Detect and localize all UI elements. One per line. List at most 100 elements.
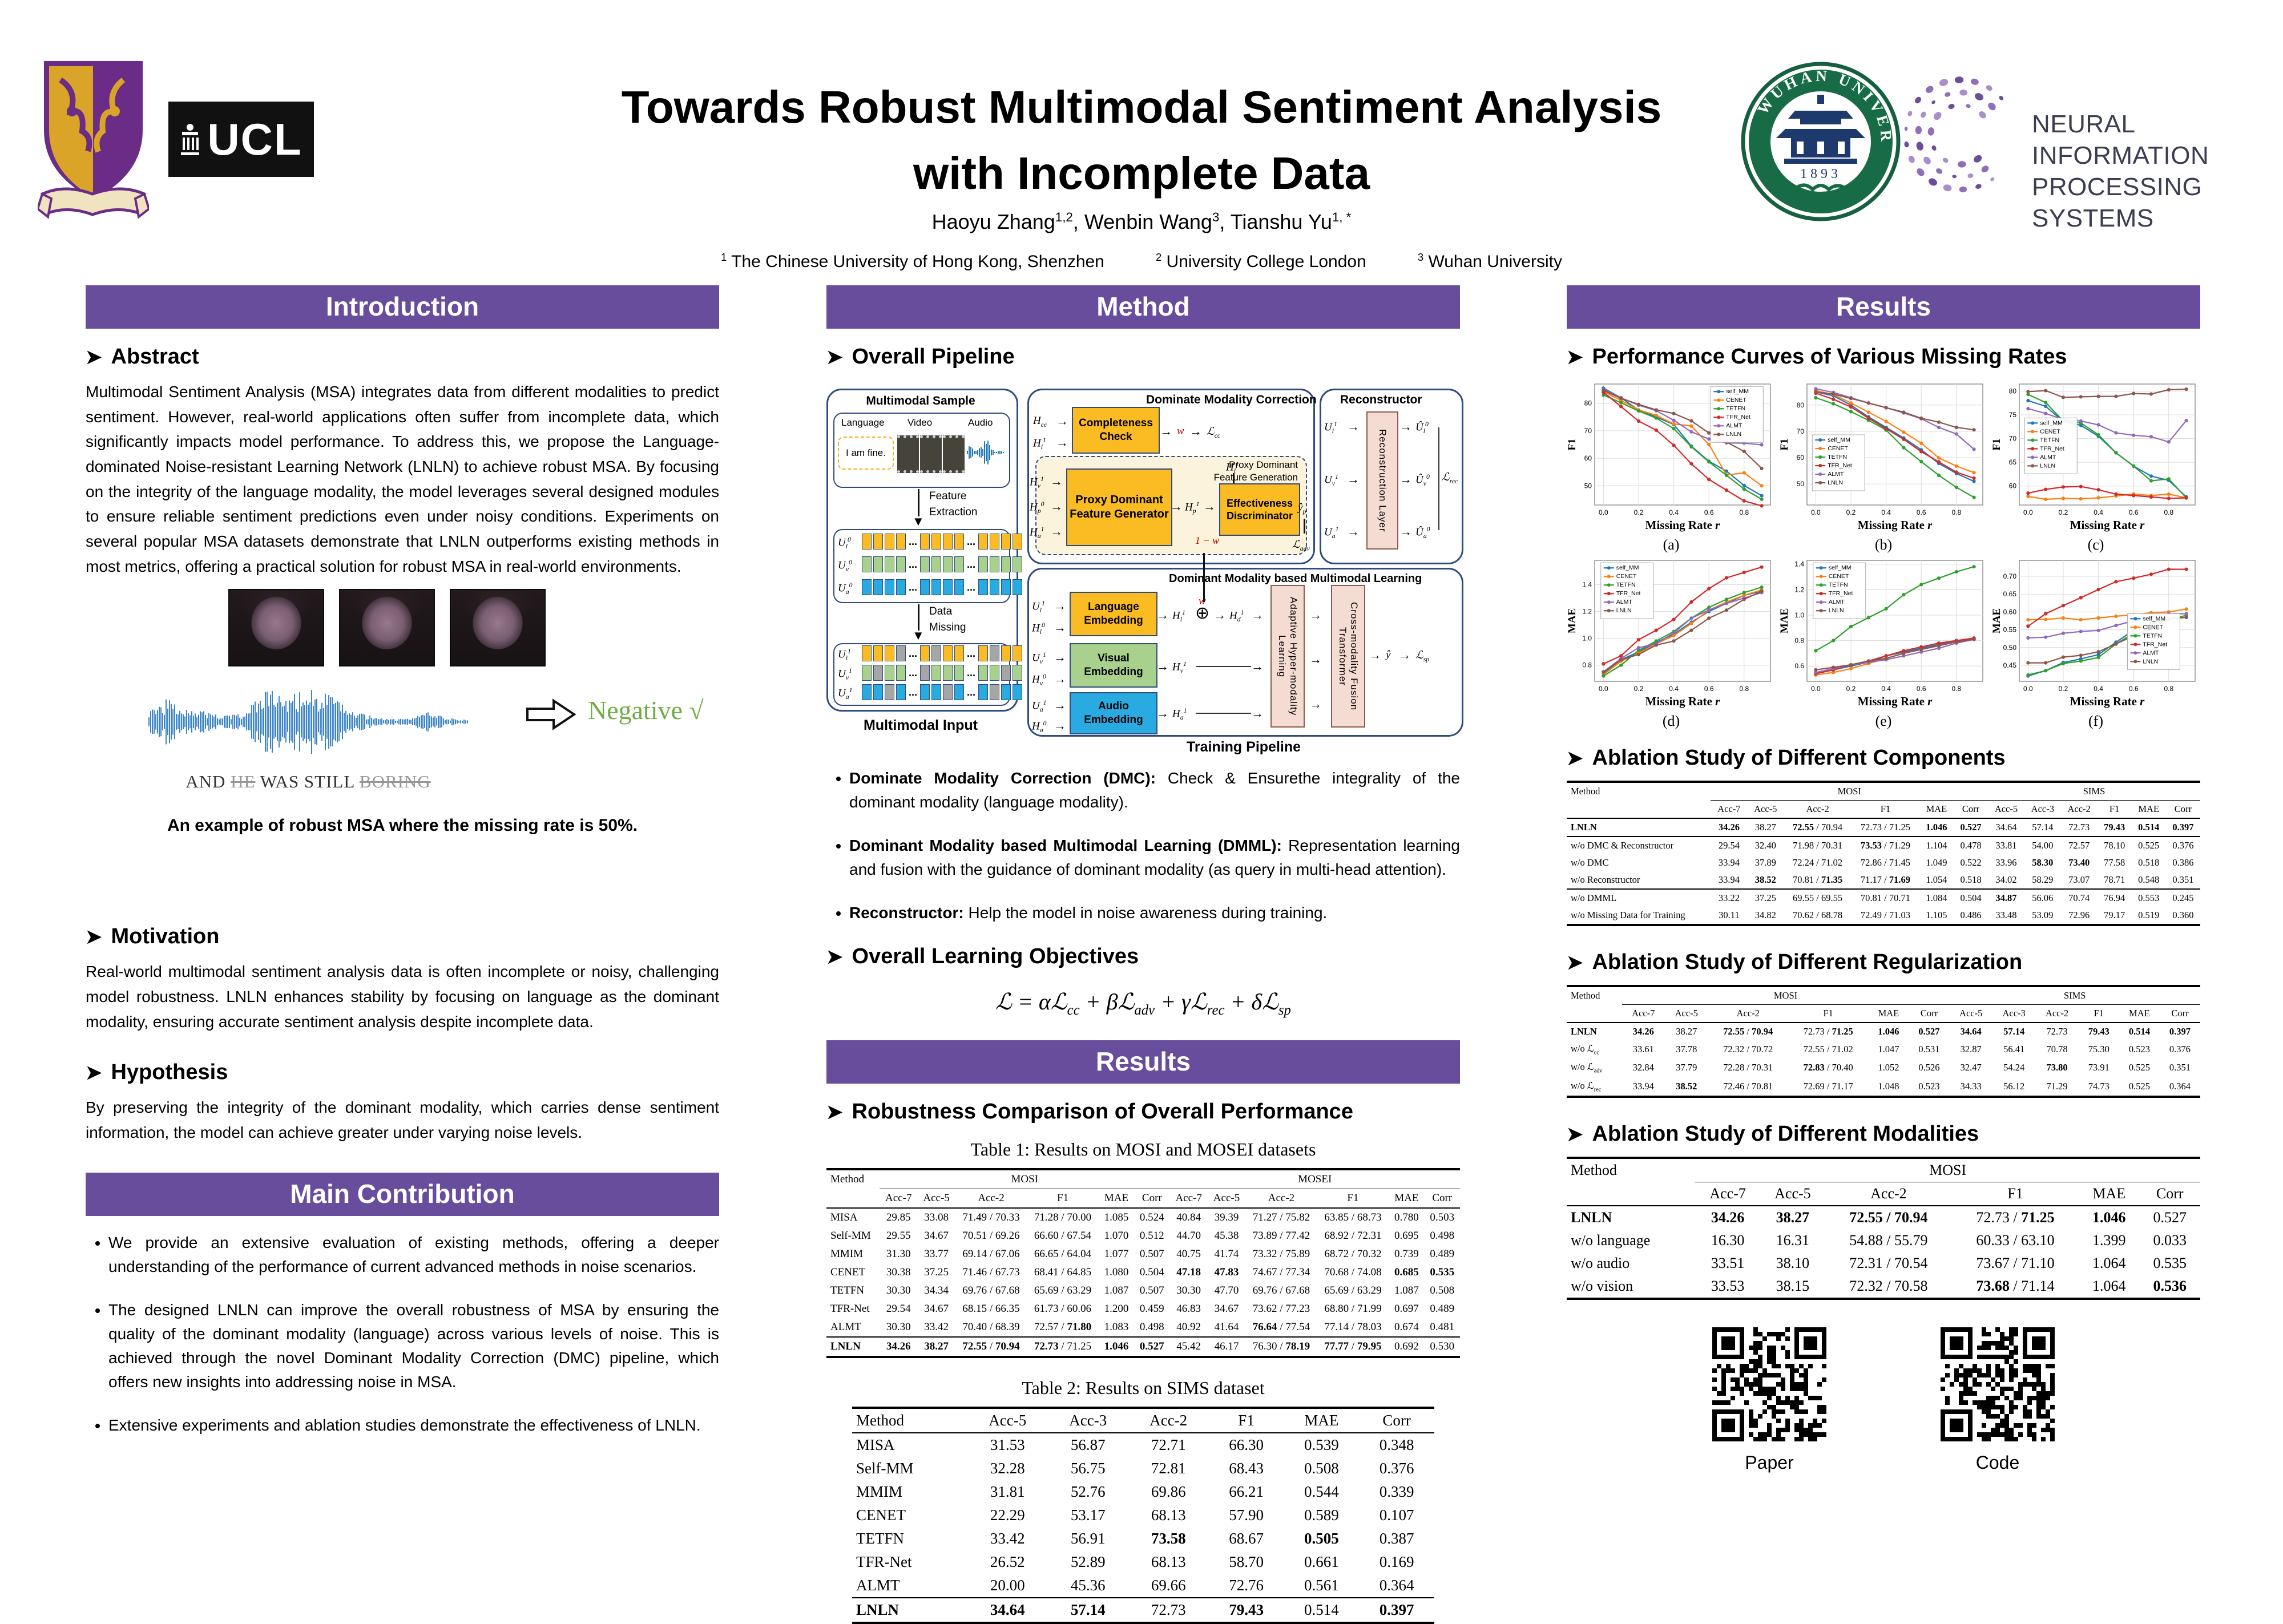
svg-text:self_MM: self_MM — [1726, 388, 1749, 395]
svg-text:0.6: 0.6 — [1917, 685, 1926, 693]
arrow-bullet-icon: ➤ — [86, 346, 102, 368]
ucl-logo: UCL — [168, 102, 314, 177]
reconstructor-title: Reconstructor — [1340, 393, 1422, 406]
noisy-face-image — [339, 589, 435, 667]
svg-text:LNLN: LNLN — [1829, 607, 1844, 614]
table1-title: Table 1: Results on MOSI and MOSEI datas… — [970, 1139, 1316, 1160]
method-bullets: Dominate Modality Correction (DMC): Chec… — [849, 766, 1460, 925]
chart-a: 0.0 0.2 0.4 0.6 0.8 50 60 70 80 F1 Missing Rate r s… — [1566, 379, 1776, 554]
svg-text:Missing Rate r: Missing Rate r — [1858, 518, 1933, 532]
svg-text:0.2: 0.2 — [1634, 508, 1644, 516]
svg-text:0.4: 0.4 — [2094, 508, 2103, 516]
arrow-bullet-icon: ➤ — [826, 946, 843, 968]
mosi-mosei-results-table: Method MOSI MOSEI Acc-7 Acc-5 Acc-2 F1 MAE Corr A… — [826, 1168, 1460, 1358]
introduction-column: Introduction ➤ Abstract Multimodal Sentim… — [86, 285, 719, 1457]
svg-text:60: 60 — [1584, 454, 1592, 462]
contribution-bullet: Extensive experiments and ablation studi… — [108, 1413, 719, 1437]
svg-text:self_MM: self_MM — [1616, 564, 1639, 571]
video-frames — [897, 435, 965, 473]
hypothesis-text: By preserving the integrity of the domin… — [86, 1098, 719, 1142]
contribution-bullet: The designed LNLN can improve the overal… — [108, 1298, 719, 1394]
svg-text:75: 75 — [2009, 411, 2017, 419]
svg-text:Missing Rate r: Missing Rate r — [2070, 694, 2145, 708]
svg-text:0.2: 0.2 — [2059, 685, 2068, 693]
svg-text:0.55: 0.55 — [2003, 626, 2017, 634]
svg-text:0.8: 0.8 — [1582, 661, 1592, 669]
table-row: LNLN 34.26 38.27 72.55 / 70.94 72.73 / 71.25… — [826, 1336, 1460, 1357]
svg-text:70: 70 — [1797, 427, 1805, 435]
svg-text:self_MM: self_MM — [2143, 615, 2165, 622]
proxy-dominant-feature-generator-box: Proxy Dominant Feature Generator — [1066, 468, 1172, 546]
table-header: Method Acc-5 Acc-3 Acc-2 F1 MAE Corr — [852, 1408, 1434, 1433]
table-row: ALMT 20.00 45.36 69.66 72.76 0.561 0.364 — [856, 1577, 1414, 1594]
implies-arrow-icon — [525, 696, 576, 736]
table-row: MMIM 31.81 52.76 69.86 66.21 0.544 0.339 — [856, 1483, 1414, 1500]
svg-text:60: 60 — [2009, 482, 2017, 490]
curves-heading: ➤ Performance Curves of Various Missing R… — [1567, 345, 2067, 369]
svg-text:1.2: 1.2 — [1794, 585, 1804, 593]
svg-text:TFR_Net: TFR_Net — [1616, 590, 1641, 597]
svg-text:1.0: 1.0 — [1582, 635, 1592, 643]
svg-text:0.6: 0.6 — [1704, 685, 1714, 693]
svg-text:TFR_Net: TFR_Net — [2040, 445, 2064, 452]
dmml-title: Dominant Modality based Multimodal Learn… — [1169, 572, 1422, 585]
svg-text:LNLN: LNLN — [2143, 658, 2158, 665]
neurips-logo-text: NEURAL INFORMATION PROCESSING SYSTEMS — [2032, 110, 2209, 232]
svg-text:CENET: CENET — [2040, 428, 2060, 435]
main-contribution-header: Main Contribution — [86, 1172, 719, 1216]
svg-text:TETFN: TETFN — [2040, 437, 2059, 443]
svg-text:80: 80 — [1584, 399, 1592, 407]
affiliation-3: 3 Wuhan University — [1417, 251, 1562, 271]
poster-title: Towards Robust Multimodal Sentiment Anal… — [571, 74, 1712, 207]
motivation-heading: ➤ Motivation — [86, 924, 220, 949]
title-line-2: with Incomplete Data — [913, 148, 1370, 199]
svg-text:0.4: 0.4 — [1669, 685, 1679, 693]
table-header: Acc-7 Acc-5 Acc-2 F1 MAE Corr — [1567, 1182, 2200, 1206]
chart-d: 0.0 0.2 0.4 0.6 0.8 0.8 1.0 1.2 1.4 MAE Missing Ra… — [1566, 556, 1776, 730]
transcript-text: AND HE WAS STILL BORING — [185, 771, 431, 792]
svg-text:MAE: MAE — [1780, 608, 1790, 633]
introduction-header: Introduction — [86, 285, 719, 329]
robustness-heading: ➤ Robustness Comparison of Overall Perfor… — [826, 1100, 1353, 1124]
language-sample: I am fine. — [838, 437, 894, 470]
table-header: Acc-7 Acc-5 Acc-2 F1 MAE Corr Acc-7 Acc-5 Acc-2 F… — [826, 1189, 1460, 1209]
table-row: CENET 22.29 53.17 68.13 57.90 0.589 0.107 — [856, 1506, 1414, 1524]
svg-text:TETFN: TETFN — [2143, 632, 2162, 639]
poster: { "icons":{"section_arrow":"➤","oplus":"… — [0, 0, 2283, 1522]
hypothesis-heading: ➤ Hypothesis — [86, 1060, 228, 1085]
loss-formula: ℒ = αℒcc + βℒadv + γℒrec + δℒsp — [995, 989, 1291, 1018]
table-row: w/o Reconstructor 33.94 38.52 70.81 / 71.35… — [1571, 874, 2194, 885]
ucl-portico-icon — [181, 124, 200, 155]
reconstruction-layer-box: Reconstruction Layer — [1366, 411, 1398, 550]
neurips-logo — [1901, 67, 2023, 204]
arrow-bullet-icon: ➤ — [1567, 748, 1583, 769]
svg-text:65: 65 — [2009, 458, 2017, 466]
svg-text:TETFN: TETFN — [1616, 581, 1636, 588]
table-header: Acc-7 Acc-5 Acc-2 F1 MAE Corr Acc-5 Acc-3 Acc-2 F… — [1567, 1004, 2200, 1023]
table-row: w/o language 16.30 16.31 54.88 / 55.79 60.33… — [1571, 1231, 2187, 1249]
motivation-text: Real-world multimodal sentiment analysis… — [86, 963, 719, 1031]
chart-f: 0.0 0.2 0.4 0.6 0.8 0.45 0.50 0.55 0.60 0.65 0.70 M… — [1991, 556, 2200, 730]
svg-text:50: 50 — [1797, 480, 1805, 488]
table-row: w/o DMC 33.94 37.89 72.24 / 71.02 72.86 / 71… — [1571, 857, 2194, 868]
figure-caption: An example of robust MSA where the missi… — [167, 816, 638, 835]
svg-text:Missing Rate r: Missing Rate r — [1645, 518, 1721, 532]
table-row: MISA 31.53 56.87 72.71 66.30 0.539 0.348 — [856, 1436, 1414, 1453]
table-row: w/o Missing Data for Training 30.11 34.82 7… — [1571, 910, 2194, 920]
svg-text:LNLN: LNLN — [1828, 479, 1843, 486]
oplus-icon: ⊕ — [1195, 604, 1210, 623]
training-pipeline-caption: Training Pipeline — [1186, 739, 1301, 755]
results-header-mid: Results — [826, 1040, 1460, 1084]
table-row: w/o DMML 33.22 37.25 69.55 / 69.55 70.81 / 7… — [1567, 888, 2200, 907]
noisy-face-image — [228, 589, 324, 667]
svg-text:ALMT: ALMT — [1616, 599, 1633, 605]
results-column: Results ➤ Performance Curves of Various M… — [1566, 285, 2200, 1473]
svg-text:TFR_Net: TFR_Net — [1726, 414, 1750, 421]
svg-text:F1: F1 — [1992, 438, 2003, 450]
svg-text:80: 80 — [1797, 401, 1805, 409]
svg-text:ALMT: ALMT — [2040, 454, 2056, 460]
svg-text:0.8: 0.8 — [1739, 508, 1749, 516]
svg-text:LNLN: LNLN — [1726, 431, 1741, 438]
table-row: MISA 29.85 33.08 71.49 / 70.33 71.28 / 70.00… — [830, 1211, 1455, 1223]
one-minus-w-label: 1 − w — [1195, 535, 1220, 546]
